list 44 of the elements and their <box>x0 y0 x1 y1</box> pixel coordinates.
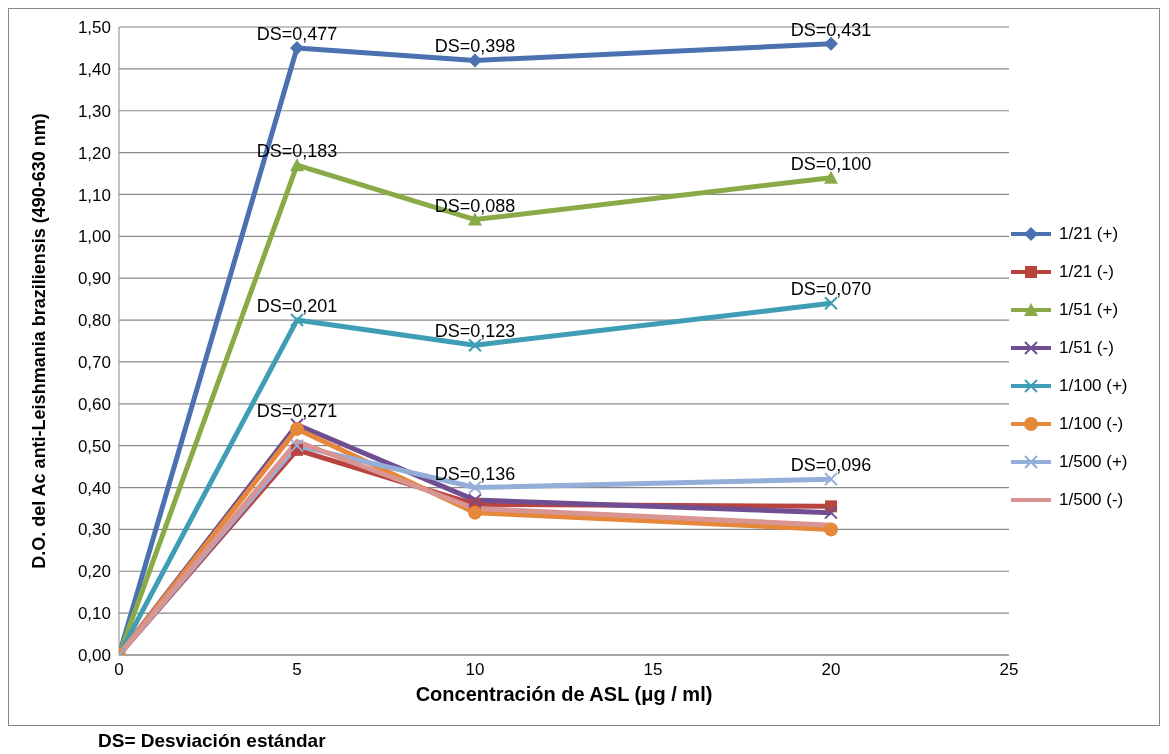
annotation: DS=0,123 <box>434 321 516 342</box>
y-tick-label: 0,10 <box>77 604 111 624</box>
y-axis-title: D.O. del Ac anti-Leishmania braziliensis (490-630 nm) <box>29 113 50 569</box>
y-tick-label: 0,00 <box>77 646 111 666</box>
legend-label: 1/500 (-) <box>1059 490 1124 510</box>
y-tick-label: 0,80 <box>77 311 111 331</box>
y-tick-label: 0,60 <box>77 394 111 414</box>
annotation: DS=0,271 <box>256 400 338 421</box>
y-tick-label: 1,20 <box>77 143 111 163</box>
annotation: DS=0,136 <box>434 463 516 484</box>
legend-label: 1/21 (-) <box>1059 262 1114 282</box>
x-tick-label: 10 <box>465 660 485 680</box>
annotation: DS=0,431 <box>790 19 872 40</box>
annotation: DS=0,070 <box>790 279 872 300</box>
y-tick-label: 0,70 <box>77 352 111 372</box>
annotation: DS=0,088 <box>434 195 516 216</box>
y-tick-label: 1,30 <box>77 101 111 121</box>
annotation: DS=0,201 <box>256 296 338 317</box>
annotation: DS=0,096 <box>790 455 872 476</box>
y-tick-label: 1,40 <box>77 59 111 79</box>
text: DS= Desviación estándar <box>98 730 327 752</box>
y-tick-label: 0,40 <box>77 478 111 498</box>
y-tick-label: 0,20 <box>77 562 111 582</box>
annotation: DS=0,100 <box>790 153 872 174</box>
annotation: DS=0,477 <box>256 23 338 44</box>
x-axis-title: Concentración de ASL (μg / ml) <box>415 683 713 705</box>
x-tick-label: 20 <box>821 660 841 680</box>
legend-label: 1/100 (+) <box>1059 376 1128 396</box>
y-tick-label: 1,50 <box>77 18 111 38</box>
annotation: DS=0,398 <box>434 36 516 57</box>
x-tick-label: 25 <box>999 660 1019 680</box>
x-tick-label: 0 <box>114 660 124 680</box>
legend-label: 1/500 (+) <box>1059 452 1128 472</box>
legend-label: 1/21 (+) <box>1059 224 1119 244</box>
x-tick-label: 15 <box>643 660 663 680</box>
legend-label: 1/51 (+) <box>1059 300 1119 320</box>
y-tick-label: 0,90 <box>77 269 111 289</box>
legend-label: 1/51 (-) <box>1059 338 1114 358</box>
y-tick-label: 1,00 <box>77 227 111 247</box>
legend-label: 1/100 (-) <box>1059 414 1124 434</box>
y-tick-label: 1,10 <box>77 185 111 205</box>
y-tick-label: 0,50 <box>77 436 111 456</box>
x-tick-label: 5 <box>292 660 302 680</box>
y-tick-label: 0,30 <box>77 520 111 540</box>
